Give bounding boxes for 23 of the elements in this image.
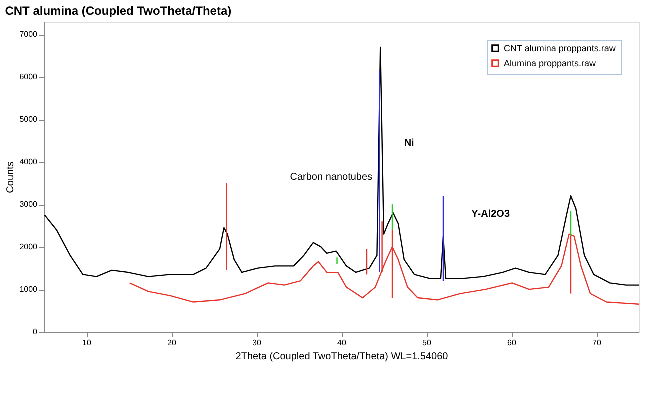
annotation: Carbon nanotubes (290, 172, 373, 183)
x-tick-label: 10 (82, 338, 92, 348)
x-tick-label: 70 (592, 338, 602, 348)
y-tick-label: 7000 (20, 30, 38, 40)
y-tick-label: 5000 (20, 115, 38, 124)
legend-label: Alumina proppants.raw (504, 58, 597, 68)
x-tick-label: 50 (422, 338, 432, 348)
annotation: Y-Al2O3 (472, 209, 510, 220)
y-tick-label: 0 (33, 328, 38, 336)
y-tick-label: 4000 (20, 158, 38, 167)
y-tick-label: 6000 (20, 72, 38, 82)
y-tick-label: 2000 (20, 242, 38, 252)
chart-title: CNT alumina (Coupled TwoTheta/Theta) (5, 4, 232, 18)
y-tick-label: 3000 (20, 200, 38, 210)
x-tick-label: 60 (508, 338, 517, 348)
x-tick-label: 20 (168, 338, 177, 348)
annotation: Ni (404, 138, 415, 149)
x-tick-label: 40 (338, 338, 347, 348)
y-tick-label: 1000 (20, 285, 38, 294)
x-axis-title: 2Theta (Coupled TwoTheta/Theta) WL=1.54060 (236, 352, 449, 362)
x-tick-label: 30 (252, 338, 262, 348)
y-axis-title: Counts (6, 162, 17, 194)
legend-label: CNT alumina proppants.raw (504, 44, 616, 54)
